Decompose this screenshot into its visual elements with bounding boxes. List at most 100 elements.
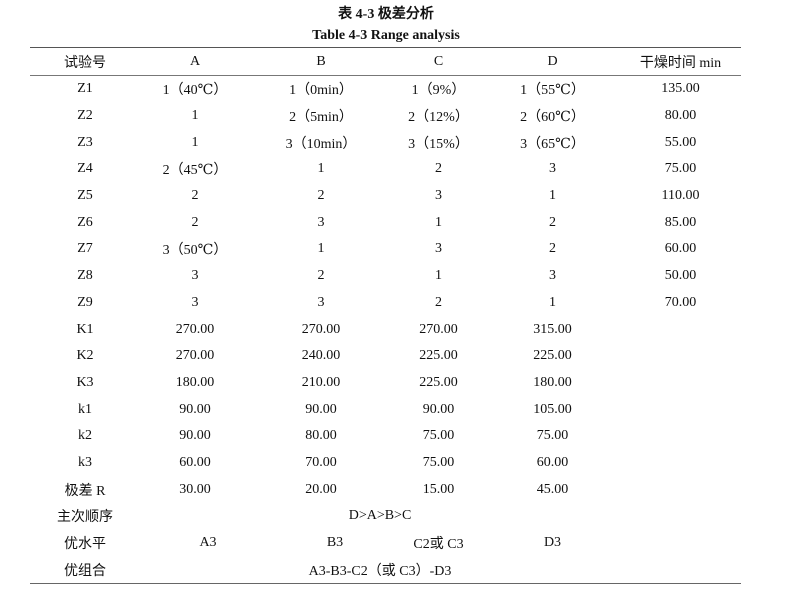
table-row: K3 180.00 210.00 225.00 180.00 [30, 370, 741, 397]
table-cell: k1 [78, 401, 92, 417]
table-cell: 85.00 [664, 214, 697, 230]
table-cell: 1 [549, 294, 556, 310]
table-cell: 60.00 [179, 454, 211, 470]
table-cell: 2 [191, 188, 199, 204]
optimal-level-d: D3 [543, 535, 562, 551]
table-cell: 20.00 [305, 481, 337, 497]
table-cell: 2 [549, 214, 556, 230]
table-cell: 45.00 [536, 481, 569, 497]
table-cell [620, 423, 741, 450]
table-cell: 90.00 [179, 428, 211, 444]
table-row: Z8 3 2 1 3 50.00 [30, 263, 741, 290]
table-cell: 225.00 [419, 348, 458, 364]
table-cell: 1 [317, 161, 325, 177]
table-cell: 270.00 [175, 348, 215, 364]
table-cell: 3 [317, 294, 325, 310]
table-cell: 60.00 [536, 454, 569, 470]
table-cell: 极差 R [64, 483, 106, 499]
header-d: D [547, 53, 558, 69]
table-cell: 2 [549, 241, 556, 257]
table-cell: 60.00 [664, 241, 697, 257]
empty-cell [620, 556, 741, 583]
table-cell: 15.00 [422, 481, 455, 497]
empty-cell [620, 503, 741, 530]
empty-cell [620, 530, 741, 557]
table-cell: 110.00 [661, 188, 700, 204]
table-cell: 240.00 [301, 348, 341, 364]
table-cell: K3 [76, 374, 94, 390]
optimal-combo-value: A3-B3-C2（或 C3）-D3 [308, 563, 452, 579]
table-cell: Z2 [77, 108, 93, 124]
table-cell: 1（55℃） [520, 83, 585, 99]
table-cell: 2 [317, 268, 325, 284]
table-cell: 30.00 [179, 481, 211, 497]
table-cell: 3 [317, 214, 325, 230]
table-cell: 50.00 [664, 268, 697, 284]
table-cell: 3 [549, 268, 556, 284]
table-caption-cn: 表 4-3 极差分析 [338, 7, 434, 22]
table-cell: 90.00 [179, 401, 211, 417]
table-row: Z3 1 3（10min） 3（15%） 3（65℃） 55.00 [30, 129, 741, 156]
table-cell: 3（65℃） [520, 136, 585, 152]
table-cell: K1 [76, 321, 94, 337]
table-row: Z2 1 2（5min） 2（12%） 2（60℃） 80.00 [30, 103, 741, 130]
table-cell: Z6 [77, 214, 93, 230]
table-caption-en: Table 4-3 Range analysis [312, 28, 460, 43]
table-row: K2 270.00 240.00 225.00 225.00 [30, 343, 741, 370]
table-cell: 2 [435, 294, 442, 310]
order-label: 主次顺序 [57, 510, 113, 526]
table-cell: 270.00 [301, 321, 341, 337]
table-cell: 3（10min） [285, 136, 357, 152]
table-row: k2 90.00 80.00 75.00 75.00 [30, 423, 741, 450]
optimal-combo-label: 优组合 [64, 563, 106, 579]
table-cell: 80.00 [664, 108, 697, 124]
optimal-level-a: A3 [199, 535, 217, 551]
table-cell: 75.00 [422, 454, 455, 470]
table-cell: 2（5min） [289, 110, 353, 126]
header-drying-time: 干燥时间 min [639, 55, 722, 71]
table-cell: 2 [435, 161, 442, 177]
table-cell: 180.00 [533, 374, 572, 390]
table-cell: Z9 [77, 294, 93, 310]
table-cell: 80.00 [305, 428, 337, 444]
table-row: k1 90.00 90.00 90.00 105.00 [30, 396, 741, 423]
table-cell: 1（40℃） [162, 83, 228, 99]
table-row: Z1 1（40℃） 1（0min） 1（9%） 1（55℃） 135.00 [30, 76, 741, 103]
table-cell: 1（0min） [289, 83, 353, 99]
table-row: Z4 2（45℃） 1 2 3 75.00 [30, 156, 741, 183]
table-cell: 2 [191, 214, 199, 230]
table-cell: Z3 [77, 134, 93, 150]
table-cell: 3 [191, 268, 199, 284]
table-cell: k2 [78, 428, 92, 444]
table-cell: 3 [549, 161, 556, 177]
table-cell: 75.00 [536, 428, 569, 444]
table-cell: 225.00 [533, 348, 572, 364]
table-cell: 180.00 [175, 374, 215, 390]
table-cell [620, 450, 741, 477]
table-cell [620, 396, 741, 423]
table-row: Z7 3（50℃） 1 3 2 60.00 [30, 236, 741, 263]
optimal-level-label: 优水平 [64, 537, 106, 553]
table-row: Z6 2 3 1 2 85.00 [30, 209, 741, 236]
header-b: B [316, 53, 326, 69]
range-analysis-table: 试验号 A B C D 干燥时间 min Z1 1（40℃） 1（0min） 1（9%… [30, 47, 741, 584]
order-row: 主次顺序 D>A>B>C [30, 503, 741, 530]
table-cell: 90.00 [305, 401, 337, 417]
table-cell: 75.00 [664, 161, 697, 177]
table-cell: 1 [317, 241, 325, 257]
table-header-row: 试验号 A B C D 干燥时间 min [30, 47, 741, 76]
table-cell: 70.00 [305, 454, 337, 470]
table-cell: 225.00 [419, 374, 458, 390]
table-cell: k3 [78, 454, 92, 470]
header-a: A [189, 53, 201, 69]
table-row: 极差 R 30.00 20.00 15.00 45.00 [30, 476, 741, 503]
table-cell: 1 [435, 268, 442, 284]
table-cell: Z4 [77, 161, 93, 177]
table-cell: 315.00 [533, 321, 572, 337]
table-cell: 270.00 [175, 321, 215, 337]
order-value: D>A>B>C [348, 508, 412, 524]
table-cell: 1（9%） [411, 83, 466, 99]
optimal-combo-row: 优组合 A3-B3-C2（或 C3）-D3 [30, 556, 741, 584]
table-cell: 3 [435, 241, 442, 257]
table-cell: 55.00 [664, 134, 697, 150]
